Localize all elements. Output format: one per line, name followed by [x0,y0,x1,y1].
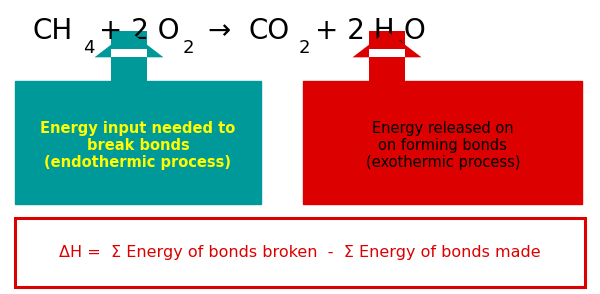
Bar [15,81,261,204]
Polygon shape [95,31,163,57]
Text: O: O [403,17,425,45]
Text: ΔH =  Σ Energy of bonds broken  -  Σ Energy of bonds made: ΔH = Σ Energy of bonds broken - Σ Energy… [59,245,541,260]
Text: CH: CH [33,17,73,45]
Text: →: → [207,17,230,45]
Bar [111,31,147,81]
Polygon shape [353,31,421,57]
Text: Energy released on
on forming bonds
(exothermic process): Energy released on on forming bonds (exo… [365,121,520,171]
Text: + 2 O: + 2 O [99,17,179,45]
Bar [15,218,585,287]
Text: 2: 2 [299,39,310,57]
Bar [111,49,147,57]
Text: Energy input needed to
break bonds
(endothermic process): Energy input needed to break bonds (endo… [40,121,236,171]
Text: 4: 4 [83,39,94,57]
Bar [303,81,582,204]
Text: 2: 2 [393,39,404,57]
Text: 2: 2 [183,39,194,57]
Text: CO: CO [249,17,290,45]
Text: + 2 H: + 2 H [315,17,395,45]
Bar [369,49,405,57]
Bar [369,31,405,81]
